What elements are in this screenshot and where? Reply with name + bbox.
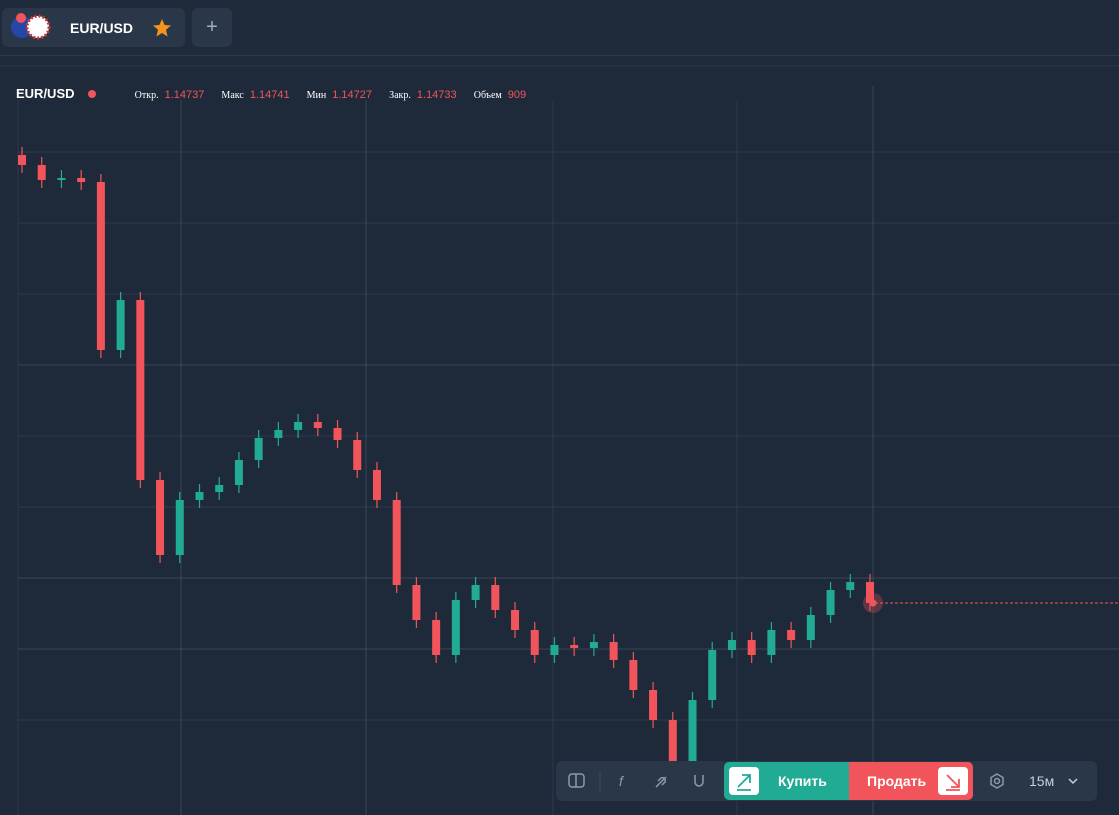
favorite-star[interactable] xyxy=(152,18,172,38)
candle-body xyxy=(57,178,66,180)
value: 1.14737 xyxy=(164,89,205,101)
candle-body xyxy=(136,300,145,480)
candle-body xyxy=(215,485,224,492)
candle-body xyxy=(530,630,539,655)
candle-body xyxy=(589,642,598,648)
symbol-tab[interactable]: EUR/USD xyxy=(2,8,185,47)
candle-body xyxy=(451,600,460,655)
label: Макс xyxy=(221,90,244,101)
candle-body xyxy=(826,590,835,615)
sell-label: Продать xyxy=(867,773,927,789)
candle-body xyxy=(747,640,756,655)
label: Закр. xyxy=(389,90,411,101)
candle-body xyxy=(491,585,500,610)
price-glow xyxy=(863,593,883,613)
symbol: EUR/USD xyxy=(16,86,75,101)
svg-text:f: f xyxy=(619,773,625,789)
buy-button[interactable]: Купить xyxy=(724,762,849,800)
ohlc-header: EUR/USD Откр. 1.14737 Макс 1.14741 Мин 1.14… xyxy=(16,86,526,101)
tab-bar: EUR/USD + xyxy=(0,0,1119,56)
candle-body xyxy=(846,582,855,590)
value: 1.14727 xyxy=(332,89,373,101)
dropdown-arrow xyxy=(1068,778,1078,785)
label: Откр. xyxy=(134,90,159,101)
candle-body xyxy=(156,480,165,555)
candle-body xyxy=(274,430,283,438)
flags-icon xyxy=(11,13,51,40)
label: Объем xyxy=(473,90,502,101)
candle-body xyxy=(77,178,86,182)
value: 909 xyxy=(507,89,527,101)
candle-body xyxy=(767,630,776,655)
candle-body xyxy=(550,645,559,655)
candle-body xyxy=(392,500,401,585)
buy-label: Купить xyxy=(778,773,827,789)
candle-body xyxy=(806,615,815,640)
candle-body xyxy=(372,470,381,500)
candle-body xyxy=(175,500,184,555)
candle-body xyxy=(511,610,520,630)
label: Мин xyxy=(306,90,327,101)
candle-body xyxy=(116,300,125,350)
add-tab[interactable]: + xyxy=(192,8,232,47)
candle-body xyxy=(412,585,421,620)
candle-body xyxy=(688,700,697,765)
candle-body xyxy=(254,438,263,460)
candle-body xyxy=(649,690,658,720)
candle-body xyxy=(96,182,105,350)
candle-body xyxy=(234,460,243,485)
candle-body xyxy=(629,660,638,690)
candle-body xyxy=(609,642,618,660)
candle-body xyxy=(471,585,480,600)
sell-button[interactable]: Продать xyxy=(849,762,973,800)
candle-body xyxy=(787,630,796,640)
tool-icons: f xyxy=(568,771,704,791)
timeframe[interactable]: 15м xyxy=(1029,773,1055,789)
value: 1.14733 xyxy=(416,89,457,101)
toolbar: f Купить Продать 15м xyxy=(556,761,1097,801)
value: 1.14741 xyxy=(249,89,290,101)
candle-body xyxy=(18,155,26,165)
candle-body xyxy=(294,422,303,430)
candle-body xyxy=(668,720,677,765)
grid xyxy=(0,65,1119,815)
candle-body xyxy=(37,165,46,180)
price-dot xyxy=(869,599,877,607)
candle-body xyxy=(727,640,736,650)
candle-body xyxy=(570,645,579,648)
candle-body xyxy=(866,582,874,603)
candle-body xyxy=(353,440,362,470)
symbol-name: EUR/USD xyxy=(70,20,134,36)
candle-body xyxy=(708,650,717,700)
candle-body xyxy=(432,620,441,655)
candle-body xyxy=(195,492,204,500)
candle-body xyxy=(333,428,342,440)
candle-body xyxy=(313,422,322,428)
live-dot xyxy=(87,90,96,98)
settings-icon[interactable] xyxy=(987,771,1007,791)
